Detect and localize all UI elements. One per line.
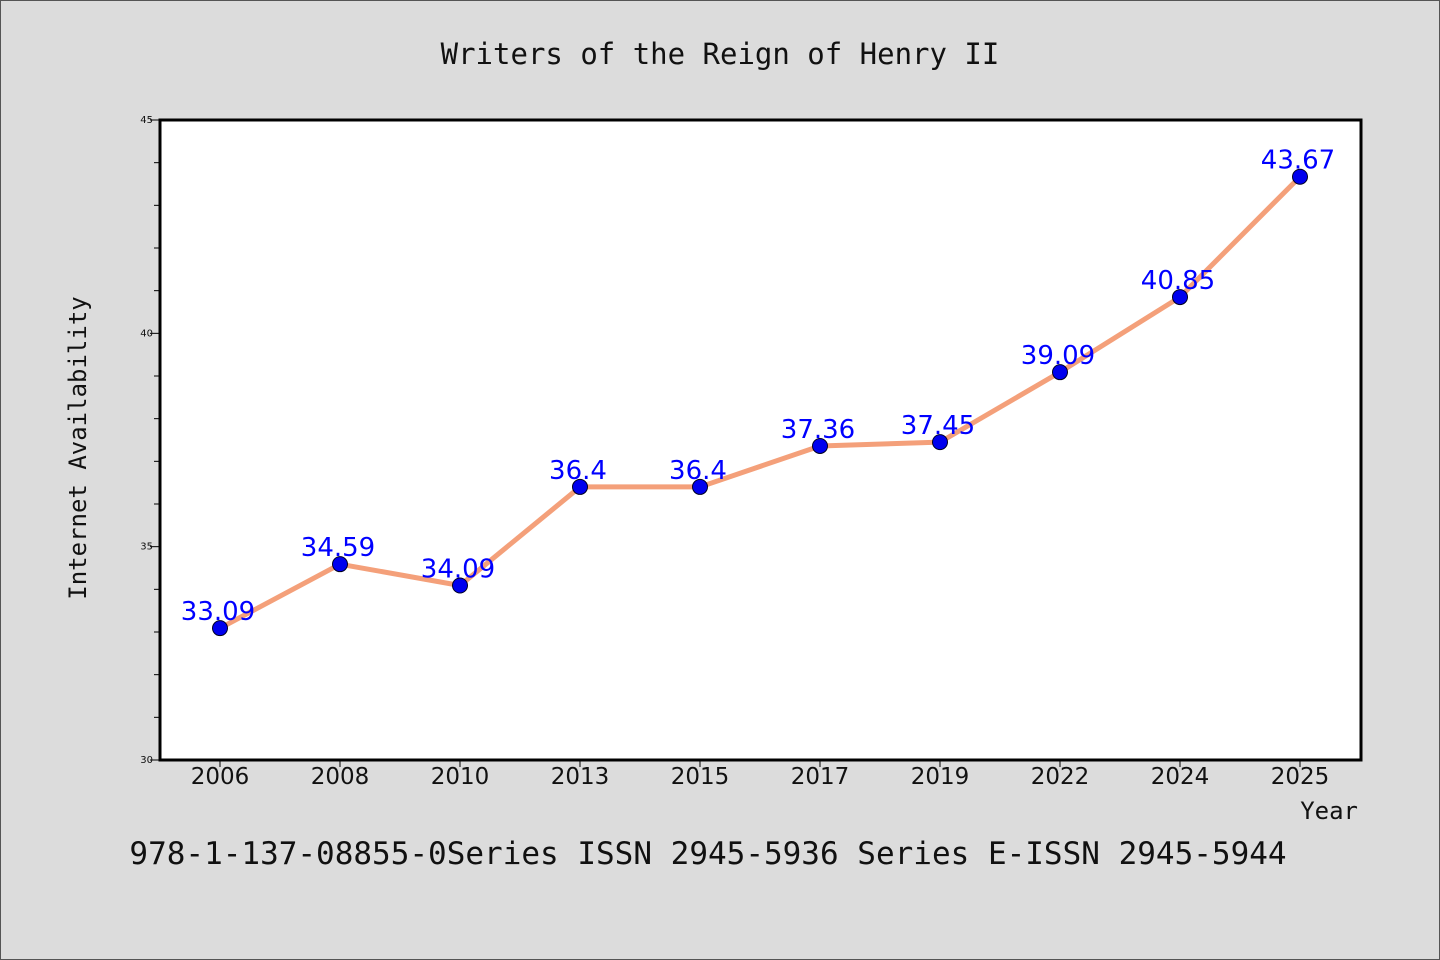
plot-border <box>158 118 1363 762</box>
x-axis-label: Year <box>1300 797 1358 825</box>
y-tick-label: 40 <box>140 328 153 339</box>
x-axis: 2006 2008 2010 2013 2015 2017 2019 2022 2024 2025 <box>191 760 1330 790</box>
x-tick-label: 2013 <box>551 764 610 790</box>
data-point-marker <box>332 556 348 573</box>
data-label: 39.09 <box>1021 341 1095 371</box>
data-label: 40.85 <box>1141 266 1215 296</box>
x-tick-label: 2025 <box>1271 764 1330 790</box>
series-line-group <box>217 174 1303 631</box>
data-labels-group: 33.09 34.59 34.09 36.4 36.4 37.36 37.45 39.09 40… <box>181 146 1335 627</box>
x-tick-label: 2010 <box>431 764 490 790</box>
footer-isbn-issn: 978-1-137-08855-0Series ISSN 2945-5936 S… <box>129 836 1286 872</box>
data-label: 37.36 <box>781 415 855 445</box>
series-line <box>217 174 1303 631</box>
data-label: 33.09 <box>181 597 255 627</box>
x-tick-label: 2015 <box>671 764 730 790</box>
x-tick-label: 2006 <box>191 764 250 790</box>
data-label: 37.45 <box>901 411 975 441</box>
data-point-marker <box>452 577 468 594</box>
data-point-marker <box>1292 168 1308 185</box>
y-tick-label: 45 <box>140 115 153 126</box>
data-point-marker <box>932 434 948 451</box>
data-label: 34.59 <box>301 533 375 563</box>
data-label: 43.67 <box>1261 146 1335 176</box>
data-point-marker <box>1052 364 1068 381</box>
y-tick-label: 35 <box>140 542 153 553</box>
data-point-marker <box>1172 289 1188 306</box>
y-axis: 30 35 40 45 <box>140 115 160 766</box>
x-tick-label: 2019 <box>911 764 970 790</box>
x-tick-label: 2017 <box>791 764 850 790</box>
data-point-marker <box>812 437 828 454</box>
data-label: 36.4 <box>549 456 607 486</box>
data-point-marker <box>212 620 228 637</box>
y-axis-label: Internet Availability <box>64 296 92 599</box>
x-tick-label: 2024 <box>1151 764 1210 790</box>
data-point-marker <box>572 478 588 495</box>
x-tick-label: 2022 <box>1031 764 1090 790</box>
y-tick-label: 30 <box>140 755 153 766</box>
chart-title: Writers of the Reign of Henry II <box>441 37 1000 71</box>
data-label: 36.4 <box>669 456 727 486</box>
data-point-marker <box>692 478 708 495</box>
x-tick-label: 2008 <box>311 764 370 790</box>
plot-area <box>160 120 1361 760</box>
data-label: 34.09 <box>421 554 495 584</box>
markers-group <box>212 168 1308 637</box>
